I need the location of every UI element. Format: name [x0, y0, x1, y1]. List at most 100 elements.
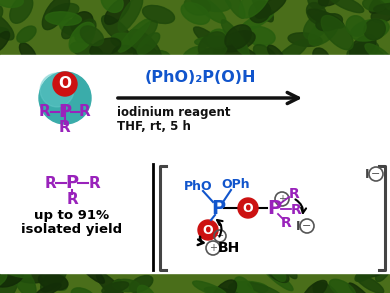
Text: THF, rt, 5 h: THF, rt, 5 h — [117, 120, 191, 133]
Text: R: R — [39, 105, 51, 120]
Ellipse shape — [319, 0, 341, 6]
Ellipse shape — [248, 283, 282, 293]
Ellipse shape — [75, 19, 96, 42]
Ellipse shape — [356, 45, 388, 71]
Ellipse shape — [99, 280, 121, 293]
Ellipse shape — [263, 266, 293, 291]
Ellipse shape — [71, 42, 103, 59]
FancyArrowPatch shape — [198, 237, 204, 245]
Ellipse shape — [244, 26, 275, 45]
Ellipse shape — [39, 273, 68, 290]
Ellipse shape — [0, 262, 31, 278]
Ellipse shape — [78, 260, 105, 283]
Ellipse shape — [111, 33, 135, 48]
Ellipse shape — [45, 12, 82, 25]
Bar — [0, 0, 390, 55]
Ellipse shape — [0, 266, 8, 278]
Ellipse shape — [90, 38, 121, 57]
Text: +: + — [278, 194, 286, 204]
Ellipse shape — [0, 277, 17, 293]
Ellipse shape — [329, 0, 364, 13]
Ellipse shape — [60, 20, 88, 37]
Ellipse shape — [376, 261, 390, 282]
Ellipse shape — [234, 277, 254, 293]
Text: O: O — [203, 224, 213, 236]
Ellipse shape — [349, 35, 376, 59]
Ellipse shape — [308, 0, 329, 9]
Ellipse shape — [255, 0, 286, 18]
Ellipse shape — [102, 282, 129, 293]
Text: −: − — [371, 169, 381, 179]
Ellipse shape — [225, 25, 251, 49]
Ellipse shape — [313, 282, 340, 293]
Ellipse shape — [129, 275, 153, 292]
Ellipse shape — [239, 11, 274, 32]
Ellipse shape — [303, 13, 330, 39]
Ellipse shape — [71, 12, 93, 33]
Bar — [0, 273, 390, 293]
Ellipse shape — [0, 260, 13, 277]
Ellipse shape — [355, 265, 376, 282]
Ellipse shape — [281, 260, 297, 279]
Ellipse shape — [71, 288, 97, 293]
Ellipse shape — [347, 41, 379, 62]
Ellipse shape — [191, 0, 231, 11]
Ellipse shape — [183, 46, 208, 64]
Ellipse shape — [17, 26, 36, 42]
Text: O: O — [58, 76, 71, 91]
Ellipse shape — [193, 27, 225, 52]
Ellipse shape — [20, 43, 37, 63]
Ellipse shape — [0, 12, 14, 40]
Text: isolated yield: isolated yield — [21, 224, 122, 236]
Ellipse shape — [0, 6, 3, 27]
Ellipse shape — [219, 0, 245, 18]
Ellipse shape — [0, 274, 8, 292]
Ellipse shape — [308, 19, 338, 45]
Ellipse shape — [105, 0, 130, 24]
Ellipse shape — [288, 33, 322, 46]
Ellipse shape — [112, 279, 140, 292]
Ellipse shape — [137, 285, 157, 293]
Ellipse shape — [303, 280, 327, 293]
Ellipse shape — [0, 0, 23, 7]
Ellipse shape — [365, 44, 390, 64]
Ellipse shape — [371, 8, 390, 23]
Ellipse shape — [363, 0, 385, 11]
Ellipse shape — [208, 29, 229, 48]
Ellipse shape — [374, 3, 390, 15]
Ellipse shape — [346, 16, 366, 36]
Text: R: R — [281, 216, 291, 230]
Ellipse shape — [18, 273, 46, 283]
Circle shape — [40, 73, 74, 107]
Ellipse shape — [252, 0, 273, 22]
Ellipse shape — [62, 19, 79, 39]
Ellipse shape — [118, 0, 143, 32]
Ellipse shape — [321, 16, 353, 50]
Text: PhO: PhO — [184, 180, 212, 193]
Ellipse shape — [0, 269, 7, 289]
Ellipse shape — [43, 0, 69, 30]
Ellipse shape — [221, 20, 249, 56]
Ellipse shape — [127, 21, 157, 52]
Circle shape — [198, 220, 218, 240]
Ellipse shape — [184, 0, 210, 15]
Ellipse shape — [213, 46, 255, 62]
Ellipse shape — [0, 268, 23, 287]
Ellipse shape — [193, 281, 227, 293]
Text: P: P — [267, 198, 281, 217]
Text: P: P — [66, 174, 78, 192]
Ellipse shape — [239, 0, 271, 18]
Circle shape — [53, 72, 77, 96]
Ellipse shape — [204, 287, 240, 293]
Ellipse shape — [41, 265, 67, 292]
Ellipse shape — [195, 36, 233, 47]
Ellipse shape — [0, 31, 10, 53]
Ellipse shape — [87, 53, 119, 67]
Ellipse shape — [351, 19, 389, 41]
FancyArrowPatch shape — [295, 200, 306, 213]
Ellipse shape — [96, 272, 125, 293]
Text: iodinium reagent: iodinium reagent — [117, 106, 230, 119]
Ellipse shape — [49, 4, 79, 20]
Ellipse shape — [268, 260, 286, 281]
Ellipse shape — [101, 16, 131, 44]
